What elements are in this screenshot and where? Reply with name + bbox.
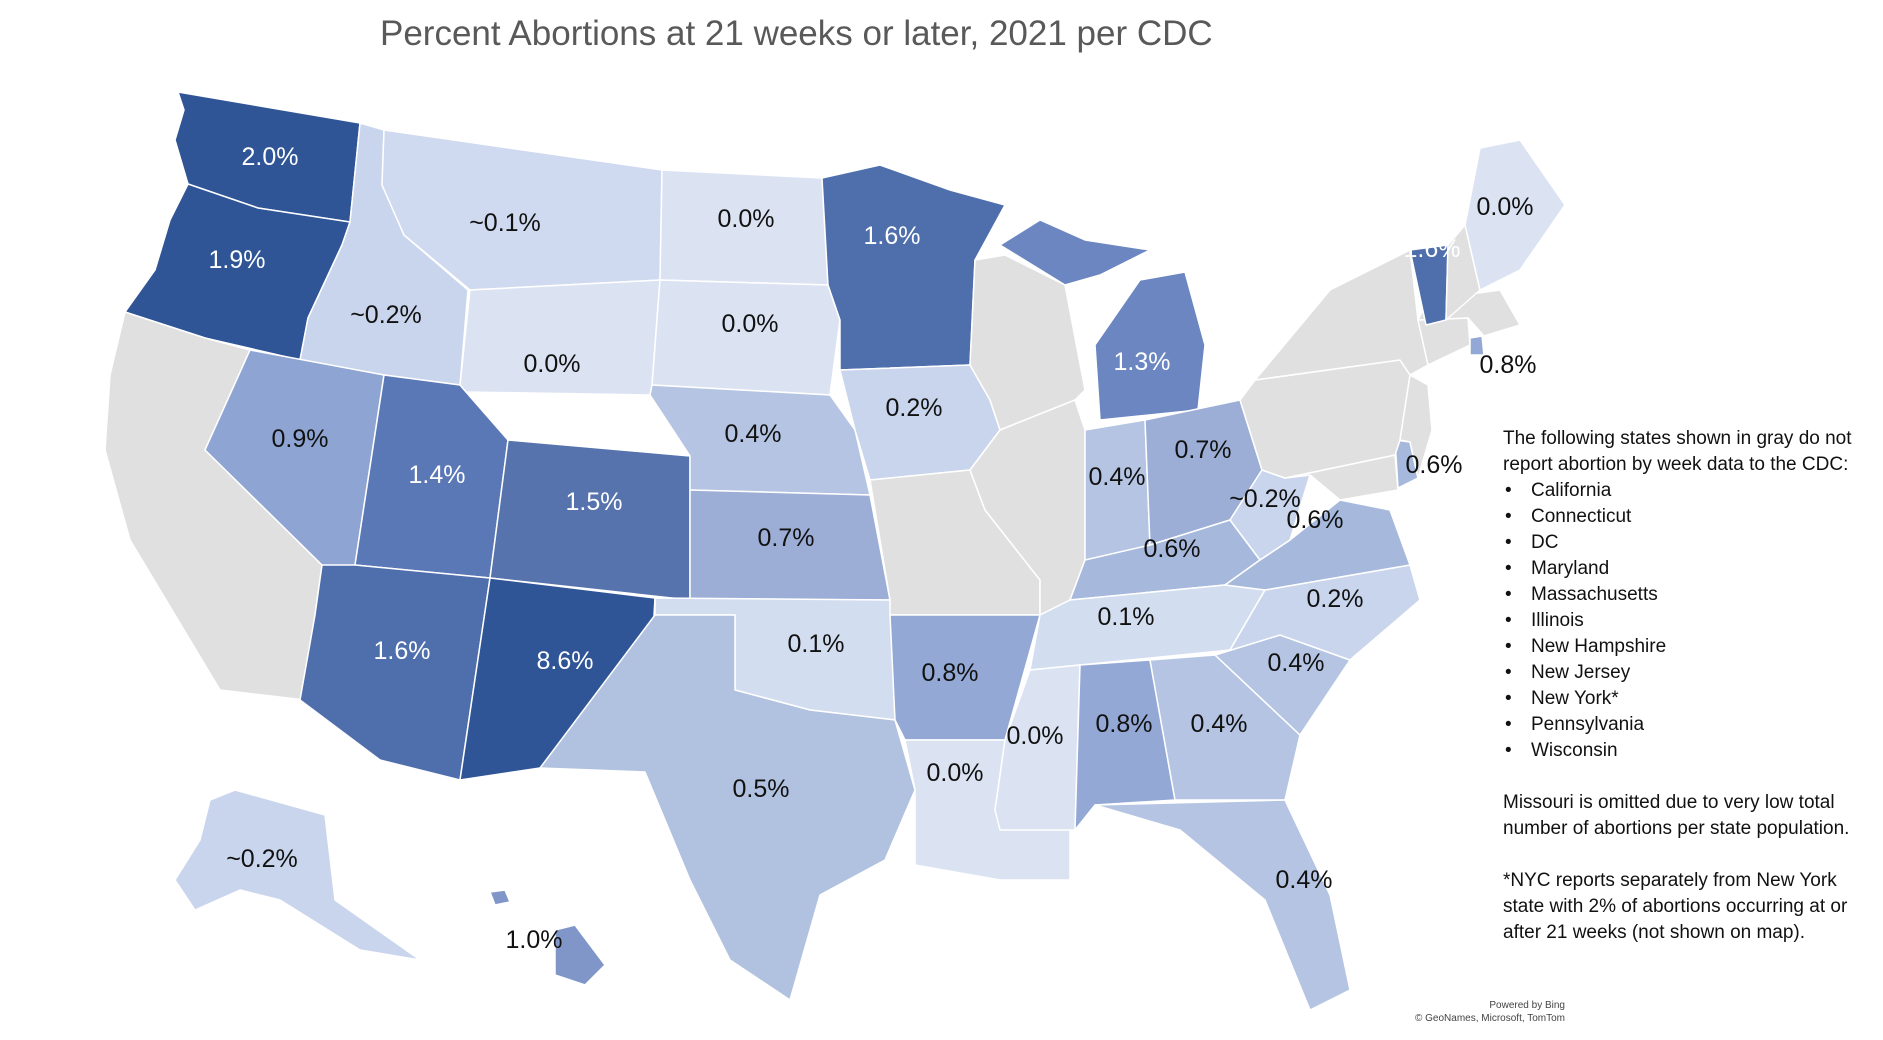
- state-hawaii-islands: [489, 889, 511, 906]
- gray-state-item: New Jersey: [1503, 660, 1875, 686]
- state-label-georgia: 0.4%: [1191, 710, 1248, 738]
- state-label-texas: 0.5%: [733, 775, 790, 803]
- state-label-nebraska: 0.4%: [725, 420, 782, 448]
- state-georgia: [1149, 654, 1301, 801]
- credit-powered-by: Powered by Bing: [1489, 1000, 1565, 1011]
- state-label-idaho: ~0.2%: [350, 301, 422, 329]
- state-label-montana: ~0.1%: [469, 209, 541, 237]
- missouri-note: Missouri is omitted due to very low tota…: [1503, 792, 1850, 839]
- state-colorado: [489, 439, 691, 601]
- state-label-washington: 2.0%: [242, 143, 299, 171]
- gray-state-item: Wisconsin: [1503, 738, 1875, 764]
- state-label-rhode-island: 0.8%: [1480, 351, 1537, 379]
- gray-state-item: New York*: [1503, 686, 1875, 712]
- state-label-new-mexico: 8.6%: [537, 647, 594, 675]
- gray-state-item: Connecticut: [1503, 504, 1875, 530]
- gray-state-item: California: [1503, 478, 1875, 504]
- state-label-kentucky: 0.6%: [1144, 535, 1201, 563]
- legend-notes: The following states shown in gray do no…: [1503, 426, 1875, 946]
- state-label-minnesota: 1.6%: [864, 222, 921, 250]
- state-label-alabama: 0.8%: [1096, 710, 1153, 738]
- credit-sources: © GeoNames, Microsoft, TomTom: [1415, 1013, 1565, 1024]
- state-label-virginia: 0.6%: [1287, 506, 1344, 534]
- state-label-colorado: 1.5%: [566, 488, 623, 516]
- state-florida: [1094, 799, 1351, 1011]
- state-label-delaware: 0.6%: [1406, 451, 1463, 479]
- state-new-york: [1254, 249, 1429, 381]
- nyc-note: *NYC reports separately from New York st…: [1503, 870, 1848, 943]
- state-label-utah: 1.4%: [409, 461, 466, 489]
- state-alabama: [1074, 659, 1176, 831]
- state-label-nevada: 0.9%: [272, 425, 329, 453]
- state-label-florida: 0.4%: [1276, 866, 1333, 894]
- notes-intro: The following states shown in gray do no…: [1503, 428, 1852, 475]
- state-michigan-up: [999, 219, 1151, 286]
- state-alaska: [174, 789, 421, 961]
- map-credit: Powered by Bing © GeoNames, Microsoft, T…: [1380, 999, 1565, 1025]
- state-label-indiana: 0.4%: [1089, 463, 1146, 491]
- gray-states-list: California Connecticut DC Maryland Massa…: [1503, 478, 1875, 764]
- gray-state-item: New Hampshire: [1503, 634, 1875, 660]
- state-label-oregon: 1.9%: [209, 246, 266, 274]
- state-label-south-dakota: 0.0%: [722, 310, 779, 338]
- state-hawaii: [554, 924, 606, 986]
- gray-state-item: Pennsylvania: [1503, 712, 1875, 738]
- state-maine: [1464, 139, 1566, 291]
- state-arizona: [299, 564, 491, 781]
- state-label-arizona: 1.6%: [374, 637, 431, 665]
- gray-state-item: Massachusetts: [1503, 582, 1875, 608]
- gray-state-item: Illinois: [1503, 608, 1875, 634]
- state-label-arkansas: 0.8%: [922, 659, 979, 687]
- gray-state-item: DC: [1503, 530, 1875, 556]
- state-label-west-virginia: ~0.2%: [1229, 485, 1301, 513]
- state-label-louisiana: 0.0%: [927, 759, 984, 787]
- state-label-hawaii: 1.0%: [506, 926, 563, 954]
- state-texas: [539, 614, 916, 1001]
- state-label-north-dakota: 0.0%: [718, 205, 775, 233]
- state-rhode-island: [1469, 335, 1485, 356]
- gray-state-item: Maryland: [1503, 556, 1875, 582]
- state-label-vermont: 1.6%: [1404, 235, 1461, 263]
- state-label-alaska: ~0.2%: [226, 845, 298, 873]
- map-title: Percent Abortions at 21 weeks or later, …: [380, 14, 1213, 53]
- state-michigan: [1094, 271, 1206, 421]
- state-label-oklahoma: 0.1%: [788, 630, 845, 658]
- state-label-mississippi: 0.0%: [1007, 722, 1064, 750]
- state-label-south-carolina: 0.4%: [1268, 649, 1325, 677]
- state-new-jersey: [1399, 374, 1433, 479]
- state-label-iowa: 0.2%: [886, 394, 943, 422]
- state-label-tennessee: 0.1%: [1098, 603, 1155, 631]
- state-label-north-carolina: 0.2%: [1307, 585, 1364, 613]
- state-label-maine: 0.0%: [1477, 193, 1534, 221]
- state-label-ohio: 0.7%: [1175, 436, 1232, 464]
- state-label-wyoming: 0.0%: [524, 350, 581, 378]
- state-label-michigan: 1.3%: [1114, 348, 1171, 376]
- state-south-dakota: [651, 279, 841, 396]
- state-label-kansas: 0.7%: [758, 524, 815, 552]
